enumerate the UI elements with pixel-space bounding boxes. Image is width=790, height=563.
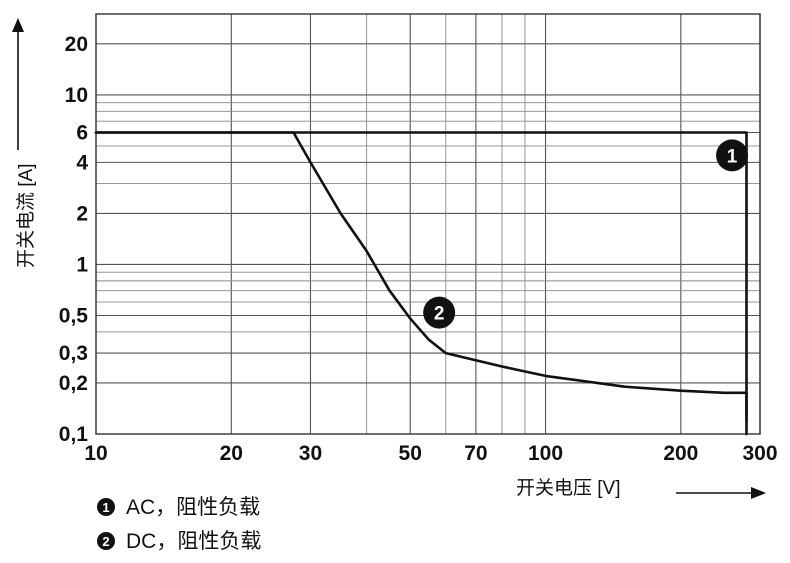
x-axis-label: 开关电压 [V] bbox=[516, 477, 621, 499]
x-tick-label: 50 bbox=[399, 442, 422, 465]
x-tick-labels: 10 20 30 50 70 100 200 300 bbox=[84, 442, 777, 465]
legend-label-1: AC，阻性负载 bbox=[126, 496, 260, 519]
series-markers: 12 bbox=[423, 139, 749, 329]
y-axis-label: 开关电流 [A] bbox=[15, 163, 37, 268]
x-tick-label: 100 bbox=[528, 442, 563, 465]
x-axis-label-group: 开关电压 [V] bbox=[516, 477, 766, 499]
y-axis-arrowhead-icon bbox=[12, 18, 24, 32]
legend-marker-1-number: 1 bbox=[102, 500, 109, 515]
legend-marker-2-number: 2 bbox=[102, 534, 109, 549]
series-line-1 bbox=[94, 131, 748, 436]
y-tick-labels: 0,1 0,2 0,3 0,5 1 2 4 6 10 20 bbox=[59, 33, 89, 446]
series-lines bbox=[94, 131, 748, 436]
legend-item-1: 1 AC，阻性负载 bbox=[97, 496, 260, 519]
legend-marker-1 bbox=[97, 498, 115, 516]
plot-frame bbox=[95, 13, 761, 435]
x-axis-arrowhead-icon bbox=[751, 487, 766, 499]
y-tick-label: 6 bbox=[76, 122, 88, 145]
y-tick-label: 0,1 bbox=[59, 423, 89, 446]
x-tick-label: 10 bbox=[84, 442, 107, 465]
x-tick-label: 30 bbox=[299, 442, 322, 465]
legend-label-2: DC，阻性负载 bbox=[126, 530, 261, 553]
y-tick-label: 2 bbox=[76, 202, 88, 225]
x-tick-label: 300 bbox=[742, 442, 777, 465]
x-tick-label: 200 bbox=[663, 442, 698, 465]
y-tick-label: 4 bbox=[76, 151, 88, 174]
legend: 1 AC，阻性负载 2 DC，阻性负载 bbox=[97, 496, 261, 553]
curve-badge-number-1: 1 bbox=[727, 146, 738, 167]
series-line-2 bbox=[94, 131, 748, 422]
x-tick-label: 20 bbox=[220, 442, 243, 465]
curve-badge-number-2: 2 bbox=[434, 304, 445, 325]
y-axis-label-group: 开关电流 [A] bbox=[12, 18, 37, 268]
y-tick-label: 0,3 bbox=[59, 342, 88, 365]
y-tick-label: 20 bbox=[65, 33, 88, 56]
curve-badge-2 bbox=[423, 296, 456, 329]
y-tick-label: 0,2 bbox=[59, 372, 88, 395]
y-tick-label: 0,5 bbox=[59, 304, 89, 327]
legend-item-2: 2 DC，阻性负载 bbox=[97, 530, 261, 553]
grid-lines bbox=[95, 13, 761, 435]
curve-badge-1 bbox=[716, 139, 749, 172]
legend-marker-2 bbox=[97, 532, 115, 550]
y-tick-label: 1 bbox=[76, 253, 88, 276]
y-tick-label: 10 bbox=[65, 84, 88, 107]
x-tick-label: 70 bbox=[464, 442, 487, 465]
